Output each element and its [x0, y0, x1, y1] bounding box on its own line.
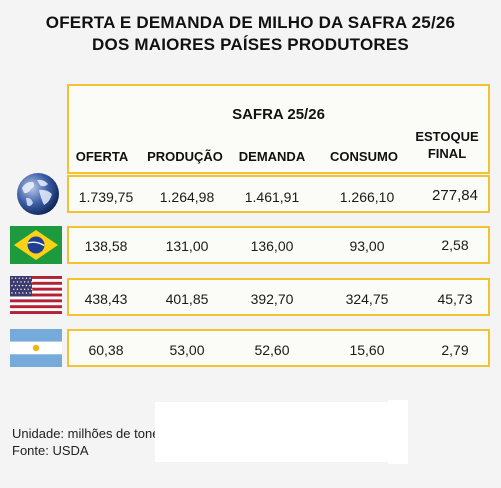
- source-note: Fonte: USDA: [12, 443, 89, 458]
- cell-usa-oferta: 438,43: [84, 291, 128, 307]
- chart-title-line-1: OFERTA E DEMANDA DE MILHO DA SAFRA 25/26: [45, 13, 456, 32]
- chart-title: OFERTA E DEMANDA DE MILHO DA SAFRA 25/26…: [0, 12, 501, 56]
- column-header-consumo: CONSUMO: [330, 149, 398, 164]
- cell-world-estoque: 277,84: [432, 187, 478, 204]
- cell-usa-estoque: 45,73: [437, 291, 473, 307]
- column-header-estoque-final: ESTOQUE FINAL: [410, 128, 484, 162]
- cell-world-consumo: 1.266,10: [339, 189, 395, 205]
- cell-brazil-oferta: 138,58: [84, 238, 128, 254]
- cell-brazil-estoque: 2,58: [441, 237, 469, 253]
- cell-brazil-demanda: 136,00: [250, 238, 294, 254]
- cell-argentina-oferta: 60,38: [88, 342, 124, 358]
- globe-icon: [14, 172, 62, 216]
- column-header-demanda: DEMANDA: [238, 149, 306, 164]
- table-row-brazil: [67, 226, 490, 264]
- chart-title-line-2: DOS MAIORES PAÍSES PRODUTORES: [92, 35, 409, 54]
- group-header: SAFRA 25/26: [232, 106, 325, 123]
- cell-argentina-estoque: 2,79: [441, 342, 469, 358]
- cell-argentina-consumo: 15,60: [349, 342, 385, 358]
- cell-argentina-producao: 53,00: [169, 342, 205, 358]
- cell-usa-consumo: 324,75: [345, 291, 389, 307]
- table-row-world: [67, 175, 490, 213]
- usa-flag-icon: [10, 276, 62, 314]
- column-header-estoque: ESTOQUE: [415, 129, 479, 144]
- white-patch-right: [388, 400, 408, 464]
- column-header-producao: PRODUÇÃO: [147, 149, 223, 164]
- column-header-final: FINAL: [427, 146, 467, 161]
- table-row-argentina: [67, 329, 490, 367]
- cell-brazil-producao: 131,00: [165, 238, 209, 254]
- white-patch: [155, 402, 388, 462]
- cell-argentina-demanda: 52,60: [254, 342, 290, 358]
- cell-world-producao: 1.264,98: [159, 189, 215, 205]
- brazil-flag-icon: [10, 226, 62, 264]
- table-header-frame: [67, 84, 490, 174]
- cell-world-demanda: 1.461,91: [244, 189, 300, 205]
- unit-note: Unidade: milhões de toneladas: [12, 426, 191, 441]
- argentina-flag-icon: [10, 329, 62, 367]
- cell-usa-demanda: 392,70: [250, 291, 294, 307]
- table-row-usa: [67, 278, 490, 316]
- column-header-oferta: OFERTA: [75, 149, 129, 164]
- cell-usa-producao: 401,85: [165, 291, 209, 307]
- cell-world-oferta: 1.739,75: [78, 189, 134, 205]
- cell-brazil-consumo: 93,00: [349, 238, 385, 254]
